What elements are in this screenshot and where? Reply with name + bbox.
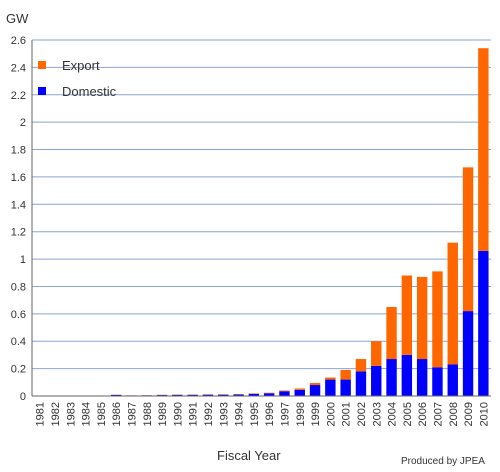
bar-domestic bbox=[233, 394, 244, 396]
bars bbox=[34, 48, 489, 396]
x-tick-label: 1988 bbox=[142, 402, 154, 426]
x-tick-label: 1985 bbox=[96, 402, 108, 426]
x-tick-labels: 1981 1982 1983 1984 1985 1986 1987 1988 1989 1990… bbox=[35, 402, 491, 426]
y-tick-label: 0 bbox=[20, 391, 26, 403]
bar-domestic bbox=[202, 394, 214, 396]
x-tick-label: 2004 bbox=[387, 402, 399, 426]
bar-domestic bbox=[401, 354, 413, 396]
y-tick-label: 0.8 bbox=[11, 281, 26, 293]
x-tick-label: 2010 bbox=[478, 402, 490, 426]
bar-domestic bbox=[309, 385, 321, 396]
bar-domestic bbox=[110, 394, 122, 396]
y-tick-label: 1.6 bbox=[11, 172, 26, 184]
bar-export bbox=[416, 276, 428, 360]
x-tick-label: 1999 bbox=[310, 402, 322, 426]
bar-domestic bbox=[294, 389, 305, 396]
bar-domestic bbox=[218, 394, 229, 396]
bar-domestic bbox=[340, 379, 351, 396]
x-tick-label: 1993 bbox=[218, 402, 230, 426]
legend: Export Domestic bbox=[38, 58, 117, 99]
x-tick-label: 1990 bbox=[172, 402, 184, 426]
x-tick-label: 1986 bbox=[111, 402, 123, 426]
bar-domestic bbox=[462, 311, 474, 396]
bar-export bbox=[386, 307, 397, 360]
bar-export bbox=[371, 341, 382, 366]
legend-domestic-label: Domestic bbox=[62, 84, 117, 99]
legend-export-label: Export bbox=[62, 58, 100, 73]
axes bbox=[31, 40, 491, 397]
bar-export bbox=[309, 382, 321, 386]
x-tick-label: 2003 bbox=[371, 402, 383, 426]
bar-domestic bbox=[187, 394, 198, 396]
x-tick-label: 1987 bbox=[126, 402, 138, 426]
bar-domestic bbox=[371, 365, 382, 396]
bar-domestic bbox=[478, 250, 489, 396]
credit-text: Produced by JPEA bbox=[401, 456, 485, 467]
x-tick-label: 1982 bbox=[50, 402, 62, 426]
x-tick-label: 1996 bbox=[264, 402, 276, 426]
y-tick-labels: 0 0.2 0.4 0.6 0.8 1 1.2 1.4 1.6 1.8 2 2.2 2.4 2.6 bbox=[11, 35, 26, 403]
bar-domestic bbox=[447, 364, 458, 396]
bar-export bbox=[263, 392, 275, 394]
legend-domestic-swatch bbox=[38, 87, 46, 95]
bar-export bbox=[294, 388, 305, 390]
bar-domestic bbox=[386, 359, 397, 396]
bar-domestic bbox=[325, 379, 336, 396]
y-tick-label: 2.4 bbox=[11, 62, 26, 74]
x-tick-label: 1989 bbox=[157, 402, 169, 426]
x-tick-label: 1997 bbox=[279, 402, 291, 426]
y-tick-label: 2 bbox=[20, 117, 26, 129]
legend-export-swatch bbox=[38, 61, 46, 69]
y-tick-label: 2.6 bbox=[11, 35, 26, 47]
bar-export bbox=[432, 271, 443, 368]
bar-domestic bbox=[416, 359, 428, 396]
x-tick-label: 1984 bbox=[81, 402, 93, 426]
x-tick-label: 2002 bbox=[356, 402, 368, 426]
bar-domestic bbox=[172, 394, 183, 396]
x-tick-label: 2008 bbox=[448, 402, 460, 426]
bar-export bbox=[355, 359, 367, 372]
y-tick-label: 1 bbox=[20, 254, 26, 266]
x-tick-label: 2006 bbox=[417, 402, 429, 426]
y-tick-label: 0.4 bbox=[11, 336, 26, 348]
bar-export bbox=[340, 369, 351, 380]
y-tick-label: 0.2 bbox=[11, 364, 26, 376]
gridlines bbox=[32, 39, 491, 370]
x-tick-label: 1998 bbox=[295, 402, 307, 426]
y-tick-label: 1.2 bbox=[11, 227, 26, 239]
bar-export bbox=[325, 377, 336, 380]
x-tick-label: 2001 bbox=[341, 402, 353, 426]
bar-export bbox=[447, 242, 458, 365]
x-tick-label: 2009 bbox=[463, 402, 475, 426]
y-tick-label: 1.4 bbox=[11, 199, 26, 211]
bar-domestic bbox=[263, 393, 275, 396]
bar-domestic bbox=[432, 367, 443, 396]
x-tick-label: 2005 bbox=[402, 402, 414, 426]
x-axis-title: Fiscal Year bbox=[217, 448, 281, 463]
bar-export bbox=[462, 167, 474, 312]
y-tick-label: 0.6 bbox=[11, 309, 26, 321]
x-tick-label: 1995 bbox=[249, 402, 261, 426]
bar-domestic bbox=[355, 371, 367, 396]
x-tick-label: 2007 bbox=[432, 402, 444, 426]
x-tick-label: 1992 bbox=[203, 402, 215, 426]
y-axis-title: GW bbox=[6, 11, 29, 26]
x-tick-label: 1994 bbox=[234, 402, 246, 426]
x-tick-label: 1983 bbox=[65, 402, 77, 426]
y-tick-label: 2.2 bbox=[11, 90, 26, 102]
bar-domestic bbox=[279, 391, 290, 396]
x-tick-label: 1981 bbox=[35, 402, 47, 426]
bar-export bbox=[478, 48, 489, 251]
bar-export bbox=[279, 390, 290, 392]
x-tick-label: 1991 bbox=[188, 402, 200, 426]
x-tick-label: 2000 bbox=[325, 402, 337, 426]
y-tick-label: 1.8 bbox=[11, 145, 26, 157]
bar-domestic bbox=[248, 393, 260, 396]
bar-export bbox=[401, 275, 413, 355]
